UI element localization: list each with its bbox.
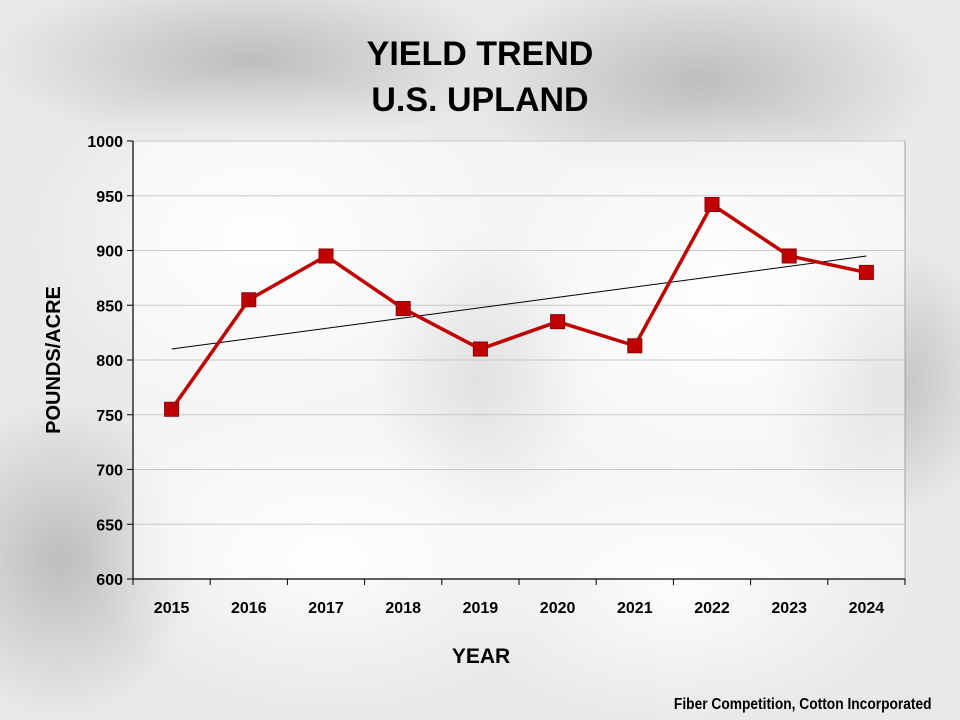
- y-tick-label: 950: [96, 189, 123, 206]
- y-tick-label: 600: [96, 572, 123, 589]
- x-tick-label: 2022: [694, 600, 730, 617]
- tick-labels: 600 650 700 750 800 850 900 950 1000 2015 2016 2017…: [87, 134, 884, 617]
- chart-title-line2: U.S. UPLAND: [371, 81, 589, 119]
- data-point-marker: [704, 197, 720, 213]
- data-point-marker: [550, 314, 566, 330]
- y-tick-label: 1000: [87, 134, 123, 151]
- gridlines: [133, 140, 905, 525]
- x-tick-label: 2017: [308, 600, 344, 617]
- x-tick-label: 2024: [849, 600, 885, 617]
- trendline: [171, 255, 867, 350]
- x-tick-label: 2018: [385, 600, 421, 617]
- x-tick-label: 2020: [540, 600, 576, 617]
- x-tick-label: 2023: [771, 600, 807, 617]
- data-point-marker: [241, 292, 257, 308]
- y-tick-label: 800: [96, 353, 123, 370]
- source-credit: Fiber Competition, Cotton Incorporated: [674, 696, 932, 713]
- series-layer: [164, 197, 874, 417]
- y-tick-label: 850: [96, 298, 123, 315]
- x-tick-label: 2016: [231, 600, 267, 617]
- x-axis-title: YEAR: [452, 645, 510, 668]
- trendline-layer: [171, 255, 867, 350]
- data-point-marker: [781, 248, 797, 264]
- y-tick-label: 700: [96, 463, 123, 480]
- data-point-marker: [858, 264, 874, 280]
- data-point-marker: [395, 301, 411, 317]
- data-point-marker: [472, 341, 488, 357]
- chart-title-line1: YIELD TREND: [366, 35, 594, 73]
- x-tick-label: 2021: [617, 600, 653, 617]
- data-point-marker: [627, 338, 643, 354]
- axes: [127, 140, 906, 585]
- data-point-marker: [318, 248, 334, 264]
- y-tick-label: 900: [96, 244, 123, 261]
- y-tick-label: 750: [96, 408, 123, 425]
- y-tick-label: 650: [96, 517, 123, 534]
- series-line: [170, 202, 867, 411]
- x-tick-label: 2015: [154, 600, 190, 617]
- data-point-marker: [164, 401, 180, 417]
- y-axis-title: POUNDS/ACRE: [43, 286, 65, 434]
- x-tick-label: 2019: [463, 600, 499, 617]
